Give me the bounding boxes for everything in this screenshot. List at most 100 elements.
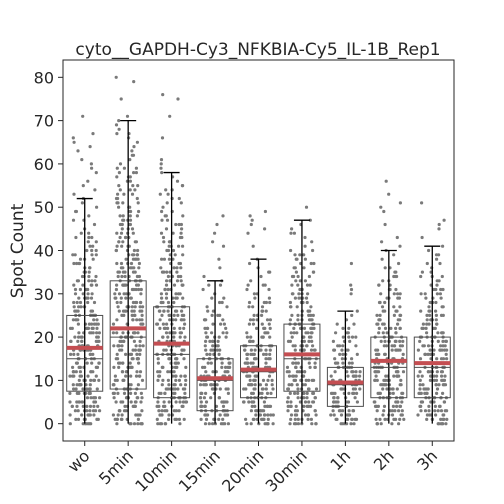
- data-point: [311, 270, 315, 274]
- data-point: [164, 283, 169, 287]
- x-tick-label: 10min: [131, 446, 180, 495]
- data-point: [176, 313, 180, 317]
- data-point: [385, 387, 389, 391]
- data-point: [269, 391, 273, 395]
- data-point: [295, 331, 299, 335]
- data-point: [425, 417, 429, 421]
- data-point: [171, 231, 175, 235]
- data-point: [175, 279, 180, 283]
- data-point: [120, 227, 124, 231]
- data-point: [331, 409, 335, 413]
- data-point: [93, 188, 97, 192]
- data-point: [160, 296, 164, 300]
- data-point: [292, 422, 297, 426]
- data-point: [81, 184, 85, 188]
- data-point: [349, 261, 353, 266]
- data-point: [75, 300, 79, 305]
- data-point: [441, 391, 445, 395]
- data-point: [206, 361, 210, 365]
- data-point: [172, 313, 176, 317]
- data-point: [442, 218, 446, 222]
- data-point: [160, 270, 165, 274]
- data-point: [258, 413, 262, 417]
- data-point: [73, 409, 77, 413]
- y-tick-label: 20: [34, 328, 54, 347]
- data-point: [435, 292, 439, 296]
- data-point: [265, 318, 270, 322]
- data-point: [313, 361, 317, 365]
- data-point: [377, 318, 381, 322]
- data-point: [435, 257, 439, 261]
- data-point: [117, 119, 121, 123]
- data-point: [295, 409, 299, 413]
- data-point: [132, 404, 136, 408]
- data-point: [435, 370, 439, 374]
- data-point: [165, 248, 169, 253]
- data-point: [202, 396, 206, 400]
- data-point: [441, 422, 445, 426]
- data-point: [291, 361, 295, 365]
- data-point: [248, 339, 252, 343]
- data-point: [438, 261, 442, 266]
- data-point: [135, 318, 139, 322]
- data-point: [177, 409, 181, 413]
- data-point: [396, 370, 400, 374]
- data-point: [164, 188, 168, 192]
- data-point: [118, 214, 122, 218]
- data-point: [76, 352, 80, 356]
- data-point: [385, 331, 389, 335]
- data-point: [445, 409, 449, 413]
- data-point: [348, 339, 352, 343]
- data-point: [91, 331, 95, 335]
- data-point: [172, 335, 176, 339]
- x-tick-label: 20min: [218, 446, 267, 495]
- data-point: [258, 348, 262, 352]
- data-point: [420, 235, 424, 240]
- data-point: [71, 383, 75, 387]
- data-point: [202, 383, 206, 387]
- data-point: [94, 171, 98, 175]
- data-point: [220, 361, 224, 365]
- data-point: [432, 287, 436, 292]
- data-point: [306, 417, 310, 421]
- data-point: [292, 274, 296, 279]
- data-point: [172, 283, 177, 287]
- data-point: [435, 374, 439, 378]
- data-point: [221, 214, 225, 218]
- data-point: [129, 374, 133, 378]
- data-point: [156, 422, 160, 426]
- data-point: [313, 365, 317, 369]
- data-point: [130, 153, 134, 157]
- data-point: [340, 357, 344, 361]
- data-point: [178, 326, 182, 330]
- data-point: [73, 292, 78, 296]
- data-point: [304, 331, 308, 335]
- data-point: [267, 322, 271, 326]
- data-point: [85, 361, 89, 365]
- data-point: [304, 378, 308, 382]
- data-point: [205, 335, 209, 339]
- data-point: [297, 370, 302, 374]
- data-point: [338, 344, 342, 348]
- data-point: [401, 339, 405, 343]
- data-point: [442, 383, 446, 387]
- data-point: [90, 235, 94, 240]
- data-point: [388, 409, 392, 413]
- data-point: [133, 331, 137, 335]
- data-point: [137, 361, 141, 365]
- data-point: [381, 331, 385, 335]
- data-point: [166, 335, 170, 339]
- data-point: [78, 287, 82, 292]
- data-point: [377, 326, 381, 330]
- data-point: [294, 270, 298, 274]
- data-point: [138, 305, 142, 309]
- data-point: [336, 396, 340, 400]
- data-point: [76, 339, 80, 343]
- data-point: [76, 149, 80, 153]
- data-point: [113, 417, 117, 421]
- data-point: [437, 383, 441, 387]
- data-point: [180, 227, 184, 231]
- data-point: [113, 292, 117, 296]
- data-point: [174, 361, 178, 365]
- data-point: [380, 305, 385, 309]
